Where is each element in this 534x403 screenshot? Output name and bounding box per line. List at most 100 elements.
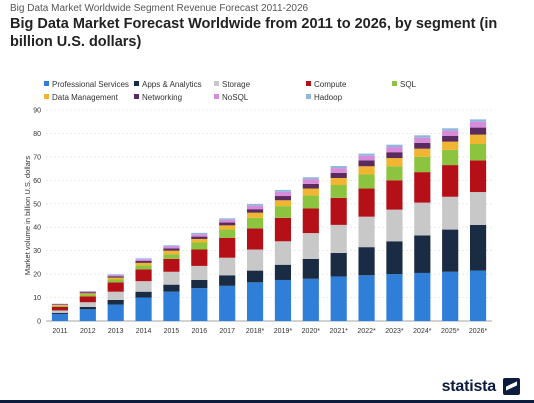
x-tick-label: 2024* [413,328,432,335]
bar-segment [330,185,347,198]
bar-segment [274,200,292,207]
bar-segment [469,127,487,135]
bar-segment [163,246,180,249]
bar-segment [330,253,347,277]
bar-segment [51,305,69,306]
bar-segment [302,179,319,184]
bar-segment [442,135,459,142]
legend-swatch [134,81,139,86]
bar-segment [386,274,403,321]
bar-segment [386,147,403,153]
y-tick-label: 10 [33,295,41,302]
bar-segment [274,196,292,201]
bar-segment [358,247,375,276]
bar-segment [414,142,431,149]
legend-swatch [134,94,139,99]
x-tick-label: 2016 [192,328,208,335]
bar-segment [442,149,459,166]
bar-segment [414,135,431,138]
bar-segment [274,189,292,192]
bar-segment [414,156,431,173]
bar-segment [330,172,347,178]
bar-segment [191,249,208,266]
bar-segment [386,152,403,159]
legend-item[interactable]: Compute [306,80,346,89]
bar-segment [469,119,487,122]
legend-item[interactable]: Hadoop [306,93,342,102]
legend-label: Data Management [52,93,118,102]
bar-segment [191,232,208,235]
bar-segment [274,206,292,218]
bar-segment [330,197,347,225]
x-tick-label: 2012 [80,328,96,335]
y-axis-title: Market volume in billion U.S. dollars [23,156,32,275]
bar-segment [107,291,124,300]
y-tick-label: 80 [33,131,41,138]
x-tick-label: 2014 [136,328,152,335]
bar-segment [302,183,319,189]
bar-segment [163,254,180,259]
bar-segment [302,195,319,209]
y-tick-label: 20 [33,272,41,279]
bar-segment [330,276,347,321]
bar-segment [163,271,180,285]
legend-item[interactable]: Professional Services [44,80,129,89]
bar-segment [414,235,431,273]
bar-segment [414,202,431,236]
bar-segment [469,121,487,128]
x-tick-label: 2022* [357,328,376,335]
bar-segment [358,275,375,321]
x-tick-label: 2018* [246,328,265,335]
bar-segment [51,313,69,321]
bar-segment [107,304,124,321]
legend-item[interactable]: Networking [134,93,182,102]
bar-segment [107,277,124,280]
x-tick-label: 2017 [219,328,235,335]
legend-swatch [214,94,219,99]
legend-item[interactable]: Data Management [44,93,118,102]
bar-segment [442,271,459,321]
statista-logo-icon[interactable] [503,378,520,395]
bar-segment [135,297,152,321]
legend-swatch [44,81,49,86]
bar-segment [191,238,208,243]
bar-segment [51,304,69,306]
legend-item[interactable]: NoSQL [214,93,248,102]
bar-segment [191,236,208,239]
bar-segment [107,274,124,276]
footer: statista [0,373,534,403]
bar-segment [107,276,124,278]
bar-segment [163,291,180,321]
legend-item[interactable]: Storage [214,80,250,89]
bar-segment [442,130,459,136]
legend-item[interactable]: Apps & Analytics [134,80,202,89]
x-tick-label: 2023* [385,328,404,335]
bar-segment [274,191,292,197]
bar-segment [107,279,124,283]
y-tick-label: 30 [33,248,41,255]
y-tick-label: 40 [33,225,41,232]
bar-segment [219,275,236,286]
bar-segment [442,229,459,272]
bar-segment [414,172,431,203]
bar-segment [135,265,152,270]
bar-segment [107,275,124,277]
bar-segment [358,155,375,161]
legend-item[interactable]: SQL [392,80,416,89]
bar-segment [79,292,96,294]
legend-label: Compute [314,80,347,89]
bar-segment [302,208,319,234]
bar-segment [274,217,292,242]
bar-segment [414,148,431,157]
bar-segment [191,279,208,289]
bar-segment [330,168,347,173]
bar-segment [135,259,152,261]
bar-segment [135,281,152,292]
legend-swatch [214,81,219,86]
footer-divider [0,400,534,403]
bar-segment [135,260,152,263]
bar-segment [219,218,236,220]
bar-segment [274,264,292,280]
brand-name[interactable]: statista [441,378,497,395]
